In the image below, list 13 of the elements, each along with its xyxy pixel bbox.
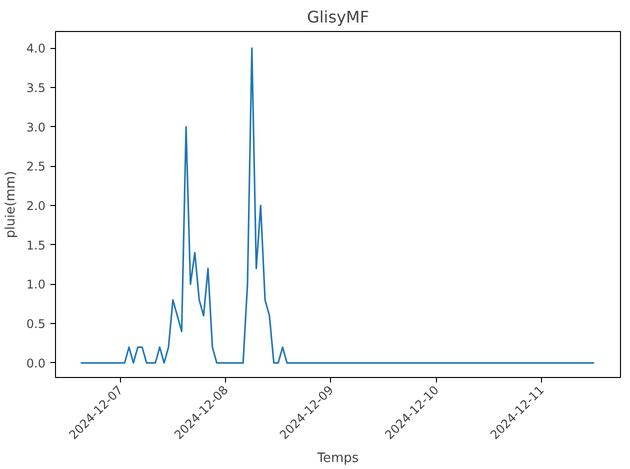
y-tick-label: 4.0 xyxy=(26,42,46,56)
y-tick-label: 0.0 xyxy=(26,356,46,370)
y-tick-label: 1.5 xyxy=(26,238,46,252)
chart-title: GlisyMF xyxy=(306,8,370,26)
line-series xyxy=(80,47,595,364)
x-axis-title: Temps xyxy=(316,451,359,466)
y-tick-label: 1.0 xyxy=(26,278,46,292)
y-tick-label: 2.5 xyxy=(26,160,46,174)
y-tick-label: 0.5 xyxy=(26,317,46,332)
y-axis-title: pluie(mm) xyxy=(3,170,18,238)
y-tick-label: 2.0 xyxy=(26,198,46,213)
y-tick-label: 3.5 xyxy=(26,80,46,95)
y-tick-label: 3.0 xyxy=(26,120,46,134)
